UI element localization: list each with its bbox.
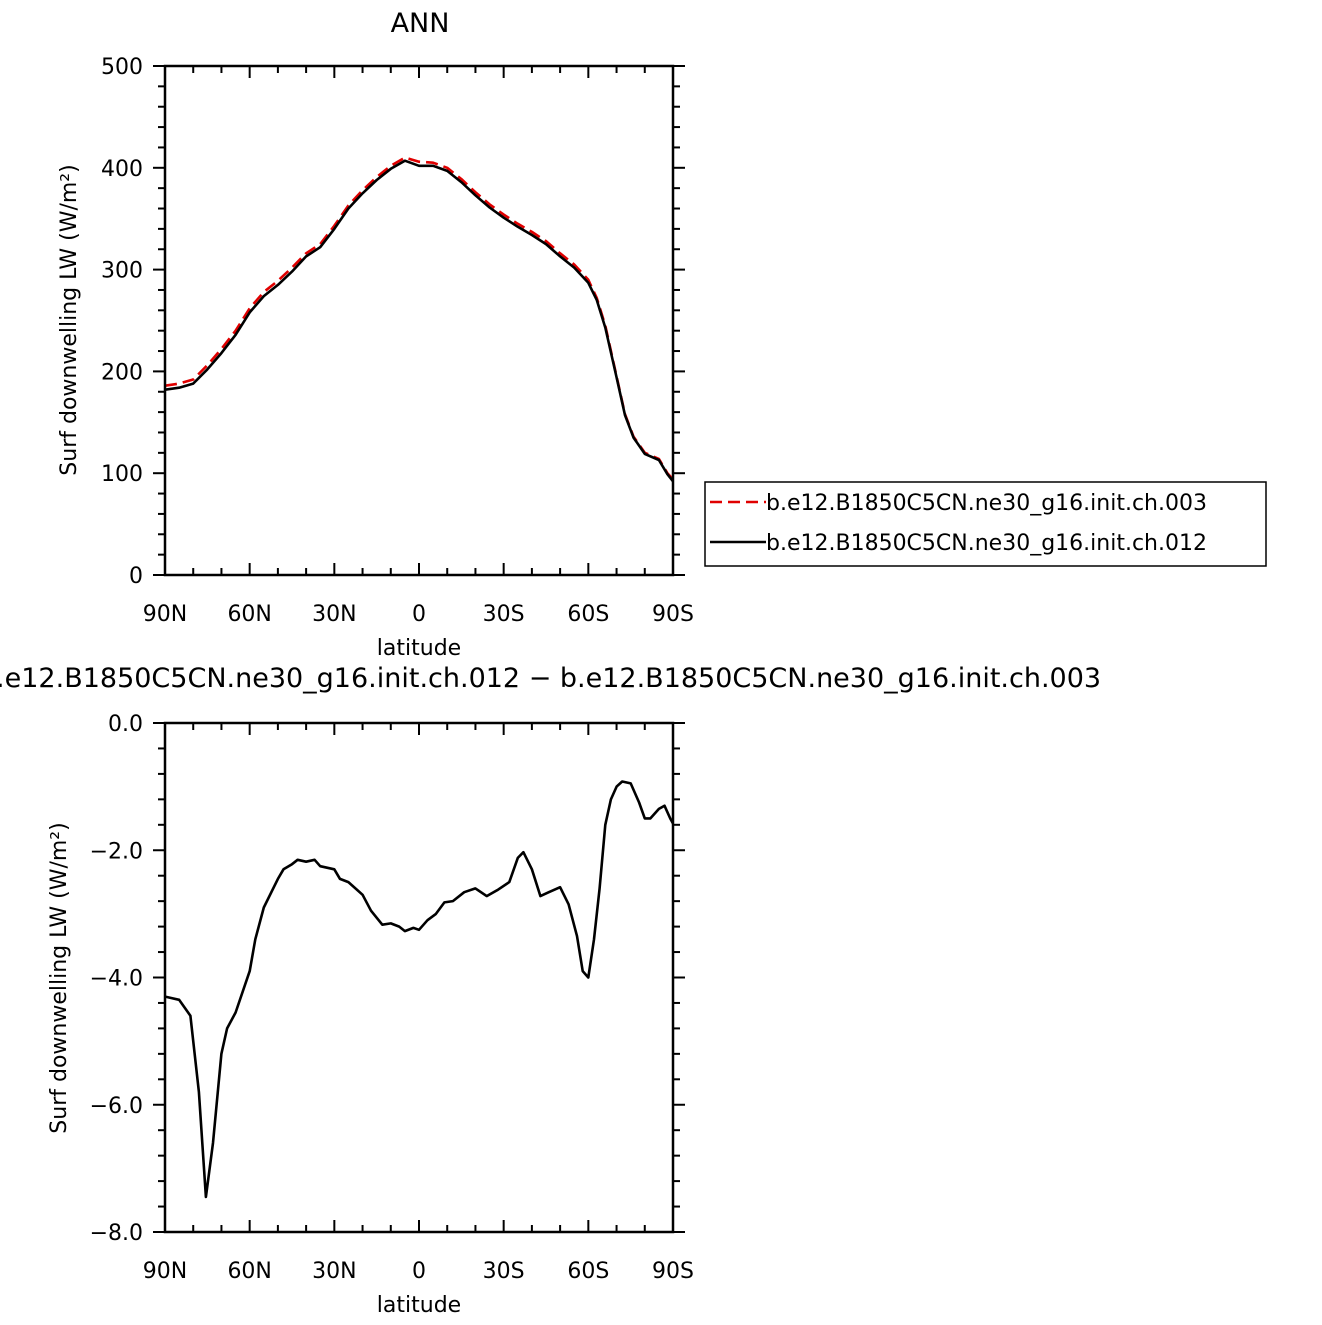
x-tick-label: 60S [567,1259,609,1284]
tick-marks [153,722,685,1233]
plot-frame [163,721,675,1234]
series-line-0 [165,780,673,1199]
x-tick-label: 60N [227,602,271,627]
legend-box [704,481,1267,567]
chart-title: ANN [391,8,450,39]
x-tick-label: 30S [483,1259,525,1284]
x-tick-label: 90S [652,1259,694,1284]
bottom-panel: b.e12.B1850C5CN.ne30_g16.init.ch.012 − b… [0,663,1101,1318]
legend: b.e12.B1850C5CN.ne30_g16.init.ch.003 b.e1… [704,481,1267,567]
x-tick-label: 90S [652,602,694,627]
tick-marks [153,65,685,576]
y-axis-label: Surf downwelling LW (W/m²) [47,822,72,1133]
x-tick-label: 30N [312,602,356,627]
plot-frame [163,64,675,577]
y-tick-label: 100 [101,462,143,487]
x-tick-label: 0 [412,1259,426,1284]
x-tick-label: 90N [143,602,187,627]
x-tick-label: 90N [143,1259,187,1284]
legend-entry-1: b.e12.B1850C5CN.ne30_g16.init.ch.012 [766,531,1207,556]
x-tick-label: 0 [412,602,426,627]
series-group [165,780,673,1199]
y-tick-label: −8.0 [90,1221,143,1246]
x-tick-label: 60N [227,1259,271,1284]
y-tick-label: −6.0 [90,1094,143,1119]
y-tick-label: −2.0 [90,839,143,864]
chart-title: b.e12.B1850C5CN.ne30_g16.init.ch.012 − b… [0,663,1101,694]
top-panel: ANN 90N 60N 30N 0 30S 60S 90S 0 100 200 300 400 500 la… [57,8,1267,661]
y-tick-label: 400 [101,157,143,182]
y-tick-label: 200 [101,360,143,385]
x-tick-label: 30S [483,602,525,627]
series-line-1 [165,159,673,483]
y-axis-label: Surf downwelling LW (W/m²) [57,164,82,475]
y-tick-label: −4.0 [90,967,143,992]
x-tick-label: 60S [567,602,609,627]
legend-entry-0: b.e12.B1850C5CN.ne30_g16.init.ch.003 [766,491,1207,516]
x-axis-label: latitude [377,636,461,661]
y-tick-label: 300 [101,259,143,284]
x-axis-label: latitude [377,1293,461,1318]
y-tick-label: 0 [129,564,143,589]
y-tick-label: 0.0 [108,712,143,737]
y-tick-label: 500 [101,55,143,80]
x-tick-label: 30N [312,1259,356,1284]
series-line-0 [165,156,673,481]
series-group [165,156,673,483]
